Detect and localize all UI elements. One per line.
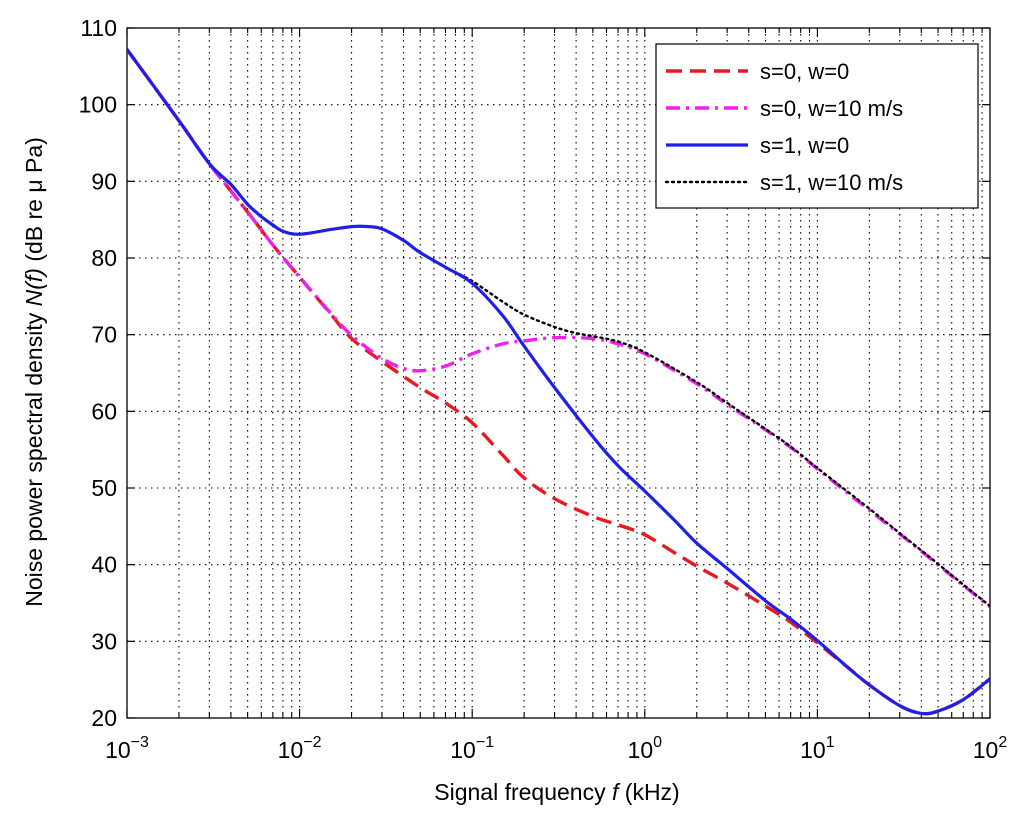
x-tick-label-base: 10 (628, 737, 654, 763)
x-axis-label-suffix: (kHz) (618, 779, 679, 805)
y-tick-label: 70 (91, 322, 117, 348)
legend-label-4: s=1, w=10 m/s (760, 170, 903, 195)
x-tick-label-exponent: −2 (303, 734, 321, 751)
y-tick-label: 50 (91, 475, 117, 501)
legend-label-1: s=0, w=0 (760, 59, 849, 84)
y-tick-label: 40 (91, 552, 117, 578)
plot-series (127, 48, 990, 716)
y-tick-label: 100 (79, 92, 117, 118)
x-tick-label-base: 10 (450, 737, 476, 763)
x-tick-label: 102 (973, 734, 1008, 763)
y-axis-label-variable: N(f) (21, 268, 47, 306)
legend-box (655, 43, 979, 209)
legend-label-2: s=0, w=10 m/s (760, 96, 903, 121)
x-tick-label-base: 10 (105, 737, 131, 763)
series-line-4 (127, 48, 990, 608)
x-axis-label-variable: f (612, 779, 621, 805)
y-tick-label: 60 (91, 398, 117, 424)
x-tick-label-exponent: 0 (653, 734, 662, 751)
y-axis-label-suffix: (dB re μ Pa) (21, 137, 47, 268)
x-tick-label-base: 10 (278, 737, 304, 763)
x-tick-label: 101 (800, 734, 835, 763)
y-tick-label: 20 (91, 705, 117, 731)
x-axis-label: Signal frequency f (kHz) (434, 779, 679, 805)
legend: s=0, w=0 s=0, w=10 m/s s=1, w=0 s=1, w=10 m… (655, 43, 979, 209)
x-tick-label: 100 (628, 734, 663, 763)
y-tick-label: 90 (91, 168, 117, 194)
x-tick-label-exponent: 2 (998, 734, 1007, 751)
y-tick-label: 110 (80, 15, 117, 41)
x-tick-label-exponent: −1 (476, 734, 494, 751)
plot-frame (126, 27, 991, 719)
x-tick-label-base: 10 (800, 737, 826, 763)
x-axis-label-prefix: Signal frequency (434, 779, 612, 805)
x-tick-label: 10−2 (278, 734, 322, 763)
y-axis-label-prefix: Noise power spectral density (21, 306, 47, 606)
series-line-3 (127, 48, 990, 716)
y-tick-label: 80 (91, 245, 117, 271)
y-tick-label: 30 (91, 628, 117, 654)
y-axis-label: Noise power spectral density N(f) (dB re… (21, 137, 47, 607)
x-tick-label-exponent: −3 (131, 734, 149, 751)
x-tick-label-exponent: 1 (826, 734, 835, 751)
x-tick-label: 10−1 (450, 734, 494, 763)
legend-label-3: s=1, w=0 (760, 133, 849, 158)
x-tick-label-base: 10 (973, 737, 999, 763)
x-tick-label: 10−3 (105, 734, 149, 763)
